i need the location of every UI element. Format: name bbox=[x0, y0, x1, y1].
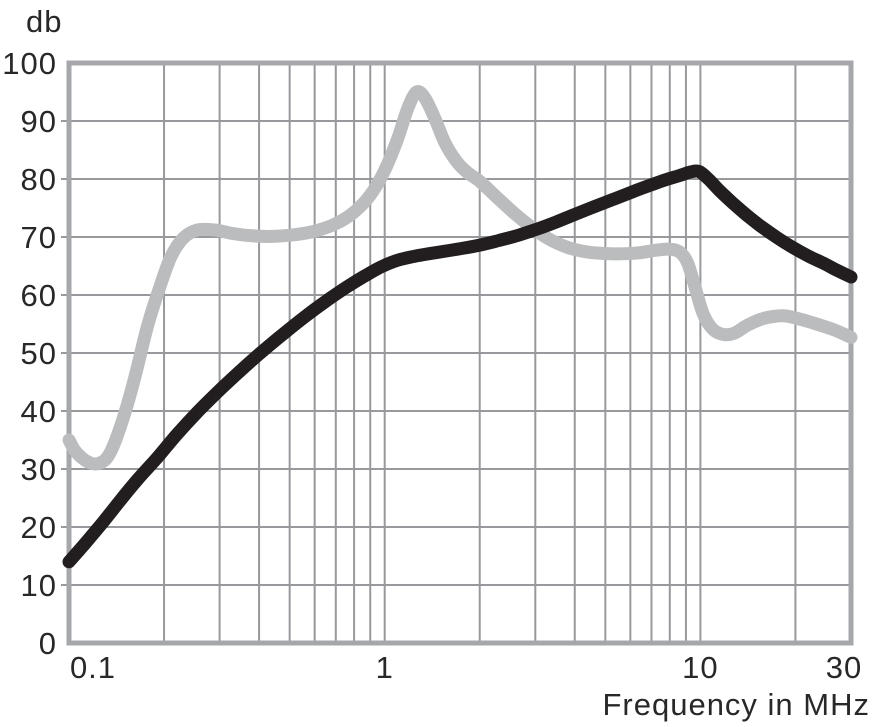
y-axis-unit-label: db bbox=[26, 4, 63, 39]
y-tick-label: 90 bbox=[21, 104, 57, 139]
y-tick-label: 40 bbox=[21, 394, 57, 429]
y-tick-label: 100 bbox=[2, 46, 57, 81]
y-tick-label: 50 bbox=[21, 336, 57, 371]
y-tick-label: 60 bbox=[21, 278, 57, 313]
x-tick-label: 10 bbox=[682, 650, 718, 685]
x-axis-title: Frequency in MHz bbox=[602, 687, 870, 722]
y-tick-label: 80 bbox=[21, 162, 57, 197]
y-tick-label: 20 bbox=[21, 510, 57, 545]
y-tick-label: 10 bbox=[21, 568, 57, 603]
x-tick-label: 30 bbox=[826, 650, 862, 685]
black-response-curve bbox=[62, 164, 858, 569]
plot-border bbox=[66, 60, 854, 646]
y-tick-label: 30 bbox=[21, 452, 57, 487]
gray-response-curve bbox=[62, 85, 858, 471]
y-tick-label: 0 bbox=[39, 626, 57, 661]
x-tick-label: 0.1 bbox=[70, 650, 116, 685]
x-tick-label: 1 bbox=[376, 650, 394, 685]
y-tick-label: 70 bbox=[21, 220, 57, 255]
